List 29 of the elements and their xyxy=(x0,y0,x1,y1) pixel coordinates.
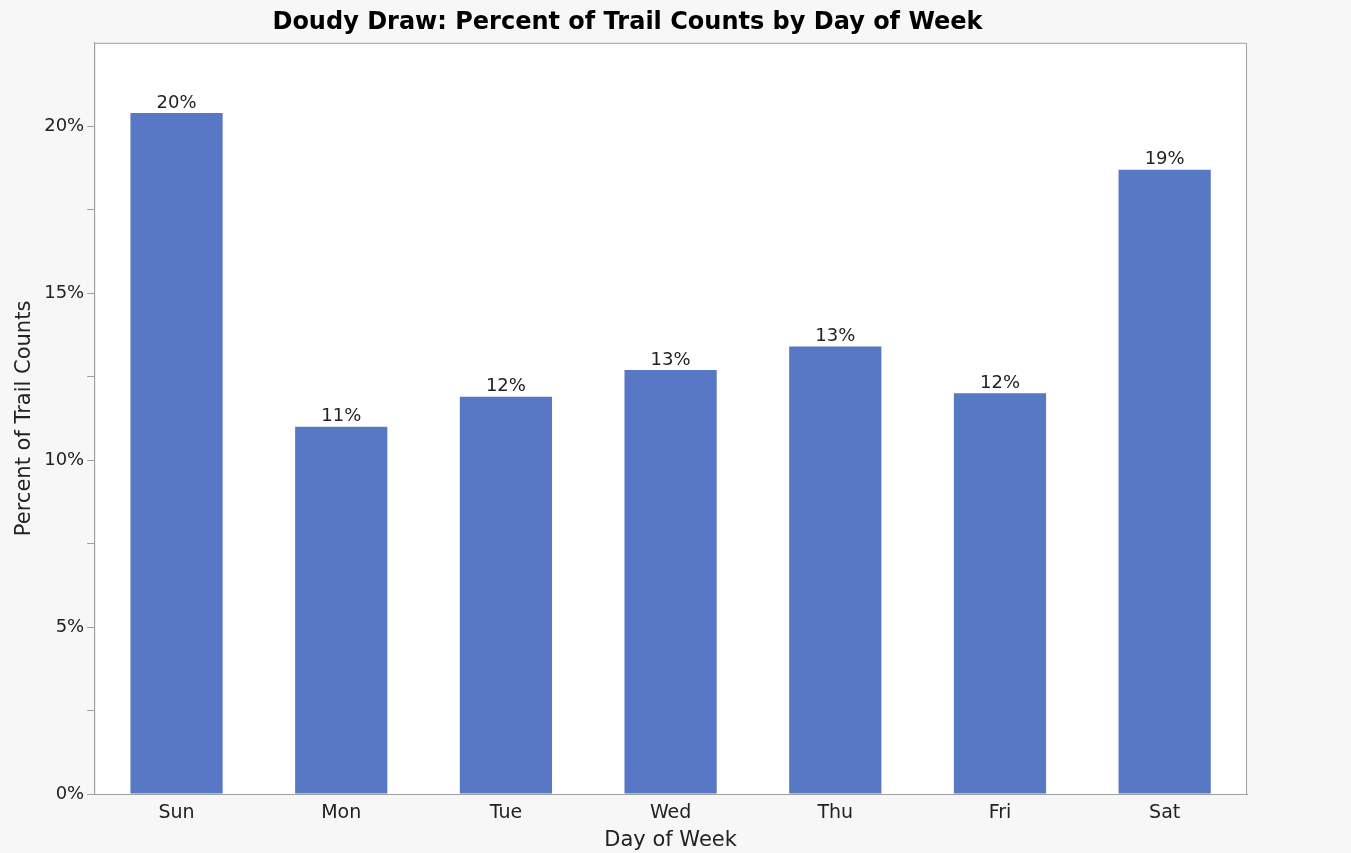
x-tick-label: Wed xyxy=(649,800,692,823)
y-tick-label: 10% xyxy=(44,447,85,469)
x-tick-label: Sun xyxy=(158,800,195,823)
y-tick-label: 15% xyxy=(44,280,85,302)
bar xyxy=(1118,169,1211,794)
y-tick-label: 0% xyxy=(55,781,85,803)
data-label: 11% xyxy=(321,404,362,426)
data-label: 13% xyxy=(650,347,691,369)
data-label: 12% xyxy=(485,374,526,396)
data-label: 19% xyxy=(1144,147,1185,169)
y-axis-title: Percent of Trail Counts xyxy=(11,300,36,537)
x-tick-label: Mon xyxy=(321,800,362,823)
bar xyxy=(459,396,553,794)
bar xyxy=(295,426,388,794)
x-axis-title: Day of Week xyxy=(604,826,738,851)
x-tick-label: Thu xyxy=(816,800,854,823)
chart-title: Doudy Draw: Percent of Trail Counts by Day of Week xyxy=(272,6,984,35)
data-label: 12% xyxy=(979,371,1020,393)
data-label: 20% xyxy=(156,90,197,112)
data-label: 13% xyxy=(815,324,856,346)
x-tick-label: Sat xyxy=(1149,800,1181,823)
y-tick-label: 5% xyxy=(55,614,85,636)
y-tick-label: 20% xyxy=(44,113,85,135)
bar xyxy=(624,369,717,794)
bar xyxy=(953,393,1047,794)
x-tick-label: Tue xyxy=(488,800,523,823)
x-tick-label: Fri xyxy=(988,800,1012,823)
bar xyxy=(789,346,882,794)
bar xyxy=(130,112,223,794)
